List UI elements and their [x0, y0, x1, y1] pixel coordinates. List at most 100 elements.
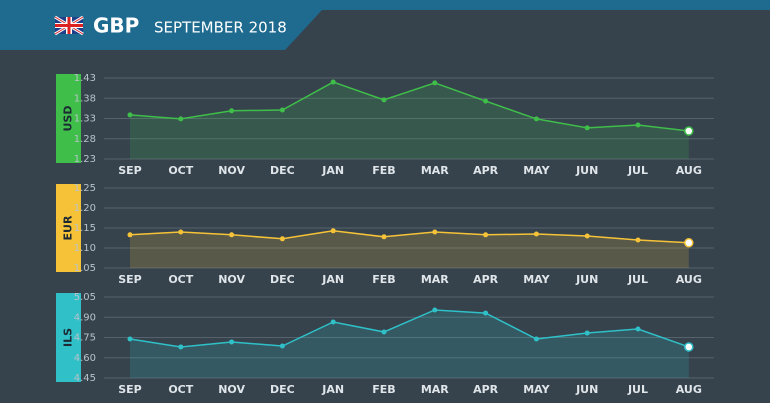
x-tick-label: OCT	[168, 383, 193, 396]
point	[330, 79, 336, 85]
point	[178, 344, 184, 350]
axis-tab	[56, 293, 81, 382]
point	[635, 326, 641, 332]
y-tick-label: 1.43	[74, 73, 96, 84]
x-tick-label: MAY	[523, 383, 550, 396]
point	[127, 112, 133, 118]
x-tick-label: JUL	[627, 383, 648, 396]
point	[533, 231, 539, 237]
area	[130, 230, 689, 268]
currency: GBP	[93, 14, 139, 38]
x-tick-label: JAN	[321, 164, 344, 177]
y-tick-label: 4.60	[74, 353, 96, 364]
point	[178, 116, 184, 122]
x-tick-label: FEB	[372, 383, 395, 396]
x-tick-label: MAR	[421, 164, 449, 177]
point	[684, 342, 694, 352]
x-tick-label: MAY	[523, 273, 550, 286]
point	[684, 238, 694, 248]
x-tick-label: NOV	[218, 164, 245, 177]
point	[381, 234, 387, 240]
point	[483, 310, 489, 316]
point	[279, 343, 285, 349]
axis-label: ILS	[62, 328, 75, 347]
x-tick-label: MAR	[421, 383, 449, 396]
point	[279, 236, 285, 242]
x-tick-label: AUG	[676, 383, 702, 396]
y-tick-label: 5.05	[74, 292, 96, 303]
y-tick-label: 1.25	[74, 183, 96, 194]
line	[129, 230, 689, 244]
x-tick-label: JUN	[575, 383, 598, 396]
y-tick-label: 1.28	[74, 134, 96, 145]
point	[584, 330, 590, 336]
point	[330, 319, 336, 325]
point	[432, 229, 438, 235]
flag	[54, 15, 84, 36]
x-tick-label: JUL	[627, 273, 648, 286]
y-tick-label: 1.38	[74, 93, 96, 104]
point	[533, 336, 539, 342]
y-tick-label: 1.15	[74, 223, 96, 234]
x-tick-label: JAN	[321, 273, 344, 286]
line	[129, 309, 690, 348]
area	[130, 309, 689, 378]
header-band	[0, 0, 770, 50]
point	[584, 125, 590, 131]
point	[483, 232, 489, 238]
axis-tab	[56, 184, 81, 272]
point	[229, 339, 235, 345]
x-tick-label: DEC	[270, 164, 295, 177]
x-tick-label: AUG	[676, 164, 702, 177]
x-tick-label: APR	[473, 383, 499, 396]
point	[533, 116, 539, 122]
x-tick-label: OCT	[168, 273, 193, 286]
x-tick-label: DEC	[270, 383, 295, 396]
y-tick-label: 4.90	[74, 312, 96, 323]
x-tick-label: FEB	[372, 273, 395, 286]
y-tick-label: 1.20	[74, 203, 96, 214]
x-tick-label: MAY	[523, 164, 550, 177]
x-tick-label: FEB	[372, 164, 395, 177]
point	[229, 108, 235, 114]
x-tick-label: JAN	[321, 383, 344, 396]
line	[129, 81, 689, 132]
point	[432, 80, 438, 86]
x-tick-label: AUG	[676, 273, 702, 286]
x-tick-label: SEP	[118, 273, 142, 286]
x-tick-label: NOV	[218, 383, 245, 396]
y-tick-label: 1.05	[74, 263, 96, 274]
axis-label: USD	[62, 106, 75, 132]
x-tick-label: JUL	[627, 164, 648, 177]
point	[381, 329, 387, 335]
point	[584, 233, 590, 239]
point	[684, 126, 694, 136]
point	[635, 122, 641, 128]
point	[127, 232, 133, 238]
x-tick-label: MAR	[421, 273, 449, 286]
y-tick-label: 1.33	[74, 114, 96, 125]
area	[130, 82, 689, 159]
x-tick-label: OCT	[168, 164, 193, 177]
point	[279, 107, 285, 113]
y-tick-label: 4.45	[74, 373, 96, 384]
point	[229, 232, 235, 238]
point	[635, 237, 641, 243]
x-tick-label: SEP	[118, 383, 142, 396]
x-tick-label: NOV	[218, 273, 245, 286]
y-tick-label: 4.75	[74, 333, 96, 344]
axis-tab	[56, 74, 81, 163]
x-tick-label: JUN	[575, 164, 598, 177]
point	[483, 98, 489, 104]
y-tick-label: 1.10	[74, 243, 96, 254]
axis-label: EUR	[62, 215, 75, 240]
x-tick-label: SEP	[118, 164, 142, 177]
x-tick-label: APR	[473, 273, 499, 286]
point	[432, 307, 438, 313]
y-tick-label: 1.23	[74, 154, 96, 165]
point	[381, 97, 387, 103]
x-tick-label: APR	[473, 164, 499, 177]
date: SEPTEMBER 2018	[154, 19, 287, 37]
